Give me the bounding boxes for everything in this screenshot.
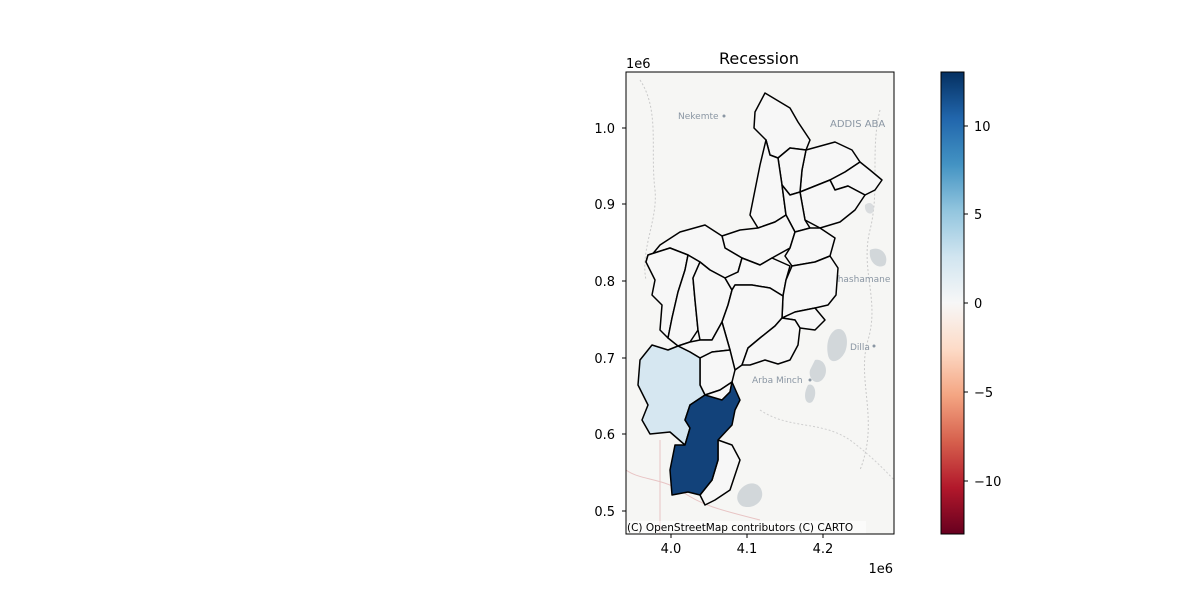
- y-tick-label: 0.5: [594, 505, 615, 520]
- colorbar-tick-label: 10: [974, 120, 991, 135]
- basemap: Nekemte ADDIS ABA Shashamane Dilla Arba …: [626, 72, 894, 534]
- x-tick-label: 4.0: [661, 542, 682, 557]
- colorbar-tick-label: −10: [974, 475, 1001, 490]
- y-tick-label: 0.8: [594, 275, 615, 290]
- colorbar-gradient: [940, 71, 965, 535]
- map-title: Recession: [719, 49, 799, 68]
- place-label-addis: ADDIS ABA: [830, 119, 885, 130]
- colorbar-tick-label: −5: [974, 386, 993, 401]
- basemap-border: [639, 79, 656, 281]
- lake: [864, 202, 874, 214]
- attribution: (C) OpenStreetMap contributors (C) CARTO: [627, 522, 853, 534]
- region-dark-blue: [669, 381, 741, 496]
- place-label-nekemte: Nekemte: [678, 112, 719, 122]
- x-tick-label: 4.1: [737, 542, 758, 557]
- place-marker: [808, 378, 812, 382]
- place-marker: [872, 344, 876, 348]
- region: [781, 255, 839, 319]
- region: [741, 317, 801, 366]
- lake: [827, 329, 847, 362]
- catchment-regions: [637, 92, 883, 506]
- place-label-arba-minch: Arba Minch: [752, 376, 803, 386]
- basemap-border: [759, 409, 894, 481]
- colorbar: 10 5 0 −5 −10: [940, 71, 1001, 535]
- y-axis-offset: 1e6: [626, 57, 651, 72]
- y-tick-label: 1.0: [594, 122, 615, 137]
- lake: [737, 483, 763, 508]
- y-tick-label: 0.6: [594, 428, 615, 443]
- y-axis: 0.5 0.6 0.7 0.8 0.9 1.0 1e6: [594, 57, 650, 520]
- axes-frame: [625, 71, 895, 535]
- region: [799, 179, 866, 229]
- place-marker: [722, 114, 726, 118]
- lake: [809, 359, 826, 383]
- place-label-dilla: Dilla: [850, 343, 870, 353]
- place-label-shashamane: Shashamane: [832, 275, 891, 285]
- y-tick-label: 0.7: [594, 352, 615, 367]
- basemap-border: [859, 109, 881, 471]
- colorbar-tick-label: 5: [974, 208, 982, 223]
- lake: [805, 384, 816, 403]
- x-tick-label: 4.2: [813, 542, 834, 557]
- colorbar-tick-label: 0: [974, 297, 982, 312]
- y-tick-label: 0.9: [594, 198, 615, 213]
- x-axis: 4.0 4.1 4.2 1e6: [661, 534, 893, 577]
- attribution-backdrop: [626, 521, 866, 534]
- lake: [869, 248, 887, 267]
- x-axis-offset: 1e6: [868, 562, 893, 577]
